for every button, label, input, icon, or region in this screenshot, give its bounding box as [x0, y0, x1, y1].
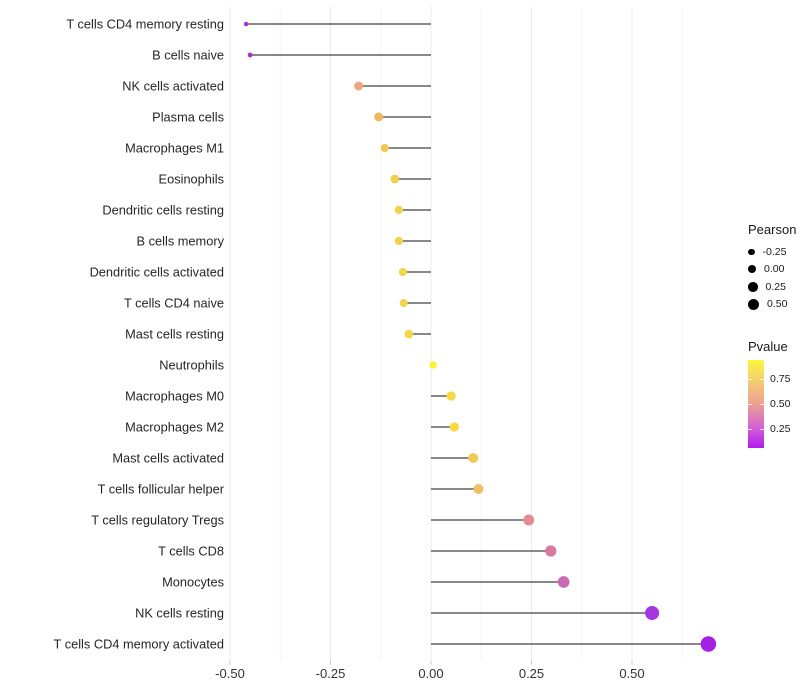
category-label: NK cells resting	[135, 606, 224, 621]
pvalue-tick-mark	[760, 404, 764, 405]
x-axis-tick-label: -0.50	[215, 666, 245, 681]
pvalue-tick-mark	[748, 428, 752, 430]
category-label: T cells CD4 memory resting	[66, 17, 224, 32]
category-label: T cells CD4 memory activated	[54, 637, 224, 652]
pearson-legend-title: Pearson	[748, 222, 797, 237]
data-point	[645, 606, 660, 620]
pvalue-tick-label: 0.25	[770, 422, 791, 435]
x-axis-tick-label: -0.25	[316, 666, 346, 681]
category-label: NK cells activated	[122, 79, 224, 94]
category-label: Macrophages M0	[125, 389, 224, 404]
data-point	[390, 174, 400, 184]
data-point	[380, 143, 389, 153]
legend-panel: Pearson -0.25 0.00 0.25 0.50 Pvalue 0.75 0.5…	[740, 222, 800, 448]
data-point	[557, 576, 570, 588]
category-label: T cells CD8	[158, 544, 224, 559]
category-label: Neutrophils	[159, 358, 224, 373]
category-label: T cells follicular helper	[98, 482, 225, 497]
data-point	[374, 112, 384, 122]
pvalue-tick-mark	[748, 404, 752, 405]
pvalue-tick-mark	[760, 428, 764, 430]
pearson-legend-entry: 0.50	[748, 296, 800, 314]
category-label: Macrophages M1	[125, 141, 224, 156]
pearson-size-label: 0.50	[767, 298, 788, 311]
pearson-size-dot	[748, 298, 759, 310]
data-point	[545, 545, 557, 557]
data-point	[243, 21, 249, 27]
data-point	[394, 236, 403, 246]
data-point	[399, 299, 408, 307]
pearson-legend: Pearson -0.25 0.00 0.25 0.50	[740, 222, 800, 313]
category-label: Mast cells resting	[125, 327, 224, 342]
category-label: Mast cells activated	[112, 451, 224, 466]
category-label: Dendritic cells resting	[102, 203, 224, 218]
pvalue-tick-mark	[748, 379, 752, 381]
pvalue-legend-title: Pvalue	[748, 339, 788, 354]
data-point	[700, 636, 717, 652]
category-label: B cells memory	[137, 234, 225, 249]
data-point	[398, 268, 407, 276]
pvalue-legend: Pvalue 0.75 0.50 0.25	[740, 339, 800, 448]
category-label: B cells naive	[152, 48, 224, 63]
data-point	[449, 422, 459, 432]
data-point	[429, 361, 437, 369]
data-point	[523, 514, 535, 526]
pearson-size-label: 0.00	[764, 263, 785, 276]
data-point	[247, 52, 253, 58]
x-axis-tick-label: 0.00	[418, 666, 443, 681]
pearson-legend-entry: 0.25	[748, 278, 800, 296]
pearson-size-dot	[748, 265, 756, 274]
category-label: T cells regulatory Tregs	[91, 513, 224, 528]
pvalue-tick-label: 0.75	[770, 373, 791, 386]
data-point	[473, 484, 484, 494]
data-point	[394, 205, 403, 215]
pearson-size-dot	[748, 282, 758, 292]
x-axis-tick-label: 0.25	[519, 666, 544, 681]
data-point	[354, 81, 364, 91]
category-label: T cells CD4 naive	[124, 296, 224, 311]
pearson-size-label: -0.25	[762, 245, 787, 258]
pvalue-tick-mark	[760, 379, 764, 381]
data-point	[404, 329, 414, 339]
x-axis-tick-label: 0.50	[619, 666, 644, 681]
category-label: Macrophages M2	[125, 420, 224, 435]
category-label: Dendritic cells activated	[90, 265, 224, 280]
pearson-legend-entry: 0.00	[748, 261, 800, 279]
pearson-legend-entries: -0.25 0.00 0.25 0.50	[740, 243, 800, 313]
category-label: Plasma cells	[152, 110, 224, 125]
data-point	[468, 453, 479, 463]
pearson-size-label: 0.25	[765, 280, 786, 293]
category-label: Monocytes	[162, 575, 224, 590]
pvalue-colorbar-wrap: 0.75 0.50 0.25	[748, 360, 800, 448]
pearson-legend-entry: -0.25	[748, 243, 800, 261]
data-point	[446, 391, 456, 401]
pearson-size-dot	[748, 248, 755, 255]
pvalue-tick-label: 0.50	[770, 398, 791, 410]
pvalue-colorbar	[748, 360, 764, 448]
category-label: Eosinophils	[159, 172, 224, 187]
